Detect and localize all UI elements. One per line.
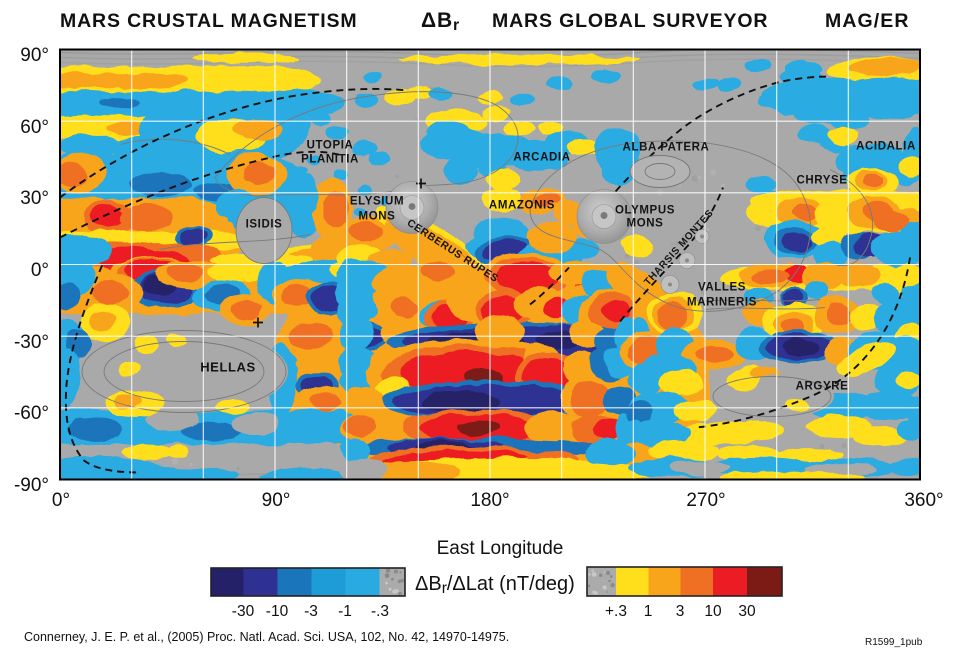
svg-text:Connerney, J. E. P. et al., (2: Connerney, J. E. P. et al., (2005) Proc.… [24,630,509,644]
svg-text:0°: 0° [31,260,49,281]
svg-text:1: 1 [644,603,653,620]
svg-text:ΔBr/ΔLat (nT/deg): ΔBr/ΔLat (nT/deg) [415,573,575,597]
svg-text:-90°: -90° [14,475,49,496]
svg-text:60°: 60° [20,117,49,138]
svg-text:R1599_1pub: R1599_1pub [865,637,923,648]
svg-text:30°: 30° [20,188,49,209]
svg-text:ΔBr: ΔBr [421,9,460,34]
svg-text:MARS GLOBAL SURVEYOR: MARS GLOBAL SURVEYOR [492,10,768,32]
svg-text:PLANITIA: PLANITIA [301,154,359,166]
svg-text:MONS: MONS [359,211,396,223]
svg-text:ELYSIUM: ELYSIUM [350,196,404,208]
svg-text:MAG/ER: MAG/ER [825,10,910,32]
svg-text:ALBA PATERA: ALBA PATERA [623,142,710,154]
svg-text:VALLES: VALLES [698,282,746,294]
svg-text:-30: -30 [232,603,255,620]
svg-text:ISIDIS: ISIDIS [246,219,283,231]
svg-text:MONS: MONS [627,218,664,230]
svg-text:0°: 0° [52,490,70,511]
svg-text:ARCADIA: ARCADIA [513,152,570,164]
svg-text:East Longitude: East Longitude [437,538,564,559]
svg-text:270°: 270° [686,490,725,511]
svg-text:AMAZONIS: AMAZONIS [489,200,555,212]
svg-text:-1: -1 [338,603,352,620]
svg-text:UTOPIA: UTOPIA [307,140,354,152]
svg-text:OLYMPUS: OLYMPUS [615,205,675,217]
svg-text:HELLAS: HELLAS [200,360,256,375]
svg-text:30: 30 [738,603,756,620]
svg-text:-10: -10 [266,603,289,620]
svg-text:+.3: +.3 [605,603,627,620]
svg-text:10: 10 [704,603,722,620]
svg-text:360°: 360° [904,490,943,511]
svg-text:MARS CRUSTAL MAGNETISM: MARS CRUSTAL MAGNETISM [60,10,357,32]
svg-text:-3: -3 [304,603,318,620]
svg-text:90°: 90° [262,490,291,511]
svg-text:MARINERIS: MARINERIS [687,297,757,309]
svg-text:-30°: -30° [14,332,49,353]
svg-text:ACIDALIA: ACIDALIA [856,141,916,153]
svg-text:-.3: -.3 [371,603,389,620]
svg-text:ARGYRE: ARGYRE [796,381,849,393]
svg-text:180°: 180° [470,490,509,511]
svg-text:90°: 90° [20,45,49,66]
svg-text:3: 3 [676,603,685,620]
svg-text:CHRYSE: CHRYSE [796,175,847,187]
svg-text:-60°: -60° [14,403,49,424]
